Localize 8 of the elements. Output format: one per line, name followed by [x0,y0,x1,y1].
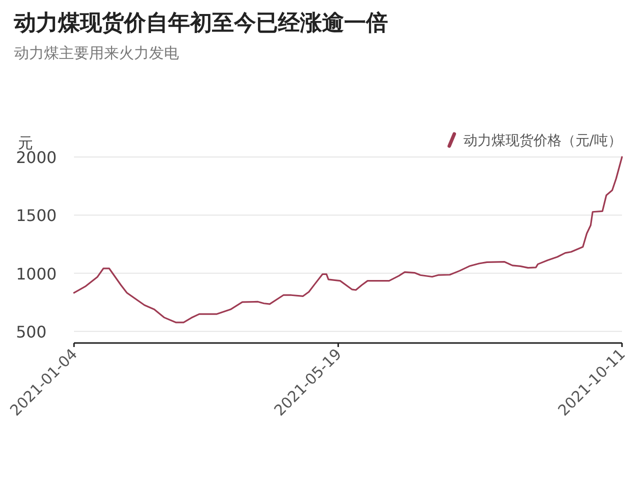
line-series [73,156,623,324]
legend-label: 动力煤现货价格（元/吨） [463,133,622,149]
y-tick-label: 500 [16,322,47,342]
y-tick-label: 1500 [16,206,57,226]
chart-subtitle: 动力煤主要用来火力发电 [14,44,179,62]
y-axis-title: 元 [18,134,33,152]
chart-title: 动力煤现货价自年初至今已经涨逾一倍 [13,10,388,36]
y-tick-label: 1000 [16,264,57,284]
